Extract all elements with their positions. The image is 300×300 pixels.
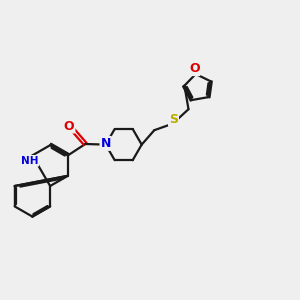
Text: O: O [64, 119, 74, 133]
Text: O: O [189, 62, 200, 75]
Text: NH: NH [21, 156, 38, 166]
Text: S: S [169, 113, 178, 126]
Text: N: N [100, 137, 111, 150]
